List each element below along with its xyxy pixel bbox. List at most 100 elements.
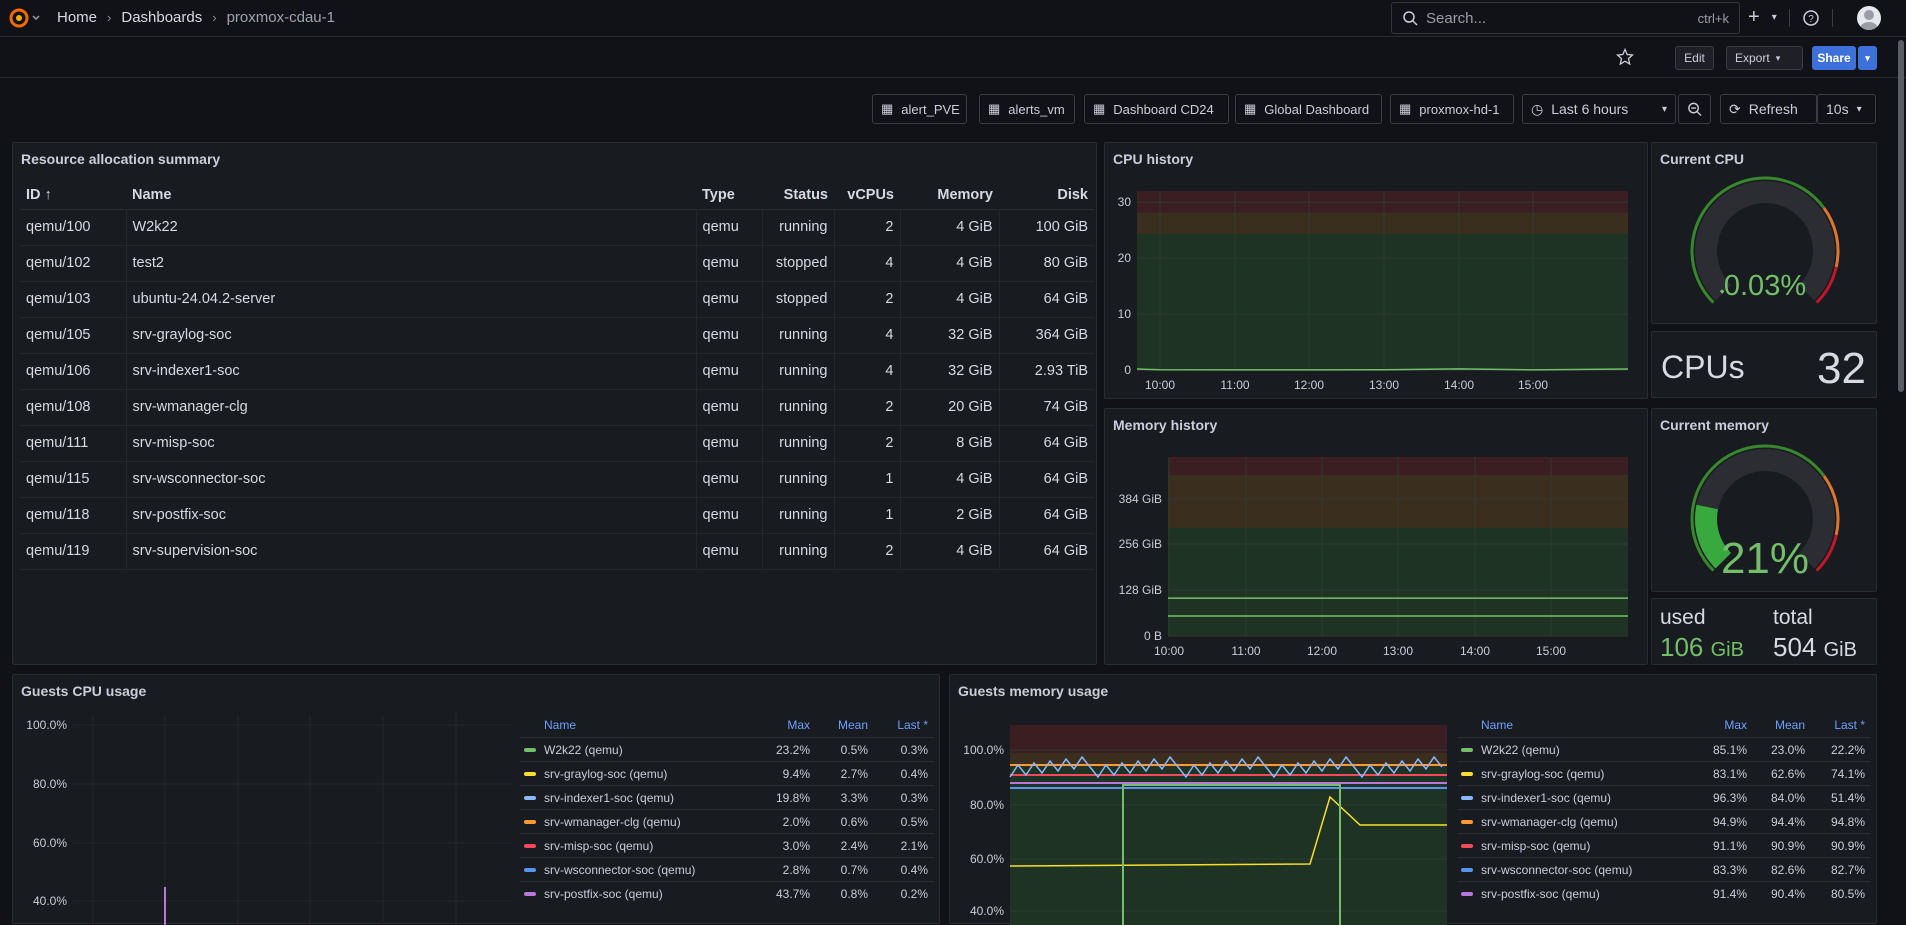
column-header-status[interactable]: Status bbox=[762, 181, 834, 210]
x-tick-label: 11:00 bbox=[1220, 378, 1249, 392]
legend-item[interactable]: W2k22 (qemu) 23.2% 0.5% 0.3% bbox=[520, 737, 934, 761]
series-line bbox=[1122, 784, 1341, 925]
y-tick-label: 60.0% bbox=[970, 852, 1004, 866]
legend-item[interactable]: srv-graylog-soc (qemu) 83.1% 62.6% 74.1% bbox=[1457, 761, 1871, 785]
cell-status: running bbox=[762, 425, 835, 462]
plus-icon[interactable]: + bbox=[1748, 6, 1760, 28]
star-icon[interactable] bbox=[1616, 48, 1634, 66]
cell-vcpus: 2 bbox=[834, 425, 901, 462]
series-name: srv-misp-soc (qemu) bbox=[1481, 838, 1591, 853]
legend-header-2[interactable]: Mean bbox=[1774, 718, 1805, 732]
cell-type: qemu bbox=[696, 353, 763, 390]
legend-header-2[interactable]: Mean bbox=[837, 718, 868, 732]
cpu-history-chart: 0 10 20 30 10:00 11:00 12:00 13:00 14:00 15:00 bbox=[1118, 191, 1629, 392]
y-tick-label: 0 B bbox=[1144, 629, 1162, 643]
link-proxmox-hd-1[interactable]: ▦ proxmox-hd-1 bbox=[1390, 94, 1514, 124]
current-cpu-panel: Current CPU 0.03% bbox=[1651, 142, 1877, 324]
series-max: 85.1% bbox=[1712, 742, 1747, 757]
chevron-down-icon[interactable]: ▾ bbox=[1771, 12, 1777, 23]
legend-item[interactable]: srv-misp-soc (qemu) 91.1% 90.9% 90.9% bbox=[1457, 833, 1871, 857]
column-header-type[interactable]: Type bbox=[696, 181, 762, 210]
cell-type: qemu bbox=[696, 245, 763, 282]
help-icon[interactable]: ? bbox=[1802, 9, 1820, 27]
legend-item[interactable]: srv-indexer1-soc (qemu) 96.3% 84.0% 51.4% bbox=[1457, 785, 1871, 809]
column-header-name[interactable]: Name bbox=[126, 181, 696, 210]
link-alert-pve[interactable]: ▦ alert_PVE bbox=[872, 94, 967, 124]
cell-id: qemu/119 bbox=[20, 533, 127, 570]
series-color-swatch bbox=[1461, 867, 1473, 872]
legend-header-1[interactable]: Max bbox=[1724, 718, 1747, 732]
gauge-threshold-red bbox=[1815, 266, 1838, 304]
legend-header-3[interactable]: Last * bbox=[897, 718, 928, 732]
series-max: 91.1% bbox=[1712, 838, 1747, 853]
y-tick-label: 100.0% bbox=[963, 743, 1004, 757]
legend-item[interactable]: srv-postfix-soc (qemu) 43.7% 0.8% 0.2% bbox=[520, 881, 934, 905]
link-dashboard-cd24[interactable]: ▦ Dashboard CD24 bbox=[1084, 94, 1229, 124]
cell-status: running bbox=[762, 389, 835, 426]
cell-type: qemu bbox=[696, 461, 763, 498]
legend-item[interactable]: srv-wmanager-clg (qemu) 94.9% 94.4% 94.8% bbox=[1457, 809, 1871, 833]
share-button[interactable]: Share bbox=[1812, 46, 1856, 70]
panel-title: CPU history bbox=[1113, 151, 1194, 167]
refresh-interval-picker[interactable]: 10s ▾ bbox=[1817, 94, 1876, 124]
grafana-logo-icon[interactable] bbox=[8, 6, 40, 33]
legend-item[interactable]: srv-indexer1-soc (qemu) 19.8% 3.3% 0.3% bbox=[520, 785, 934, 809]
column-header-disk[interactable]: Disk bbox=[999, 181, 1094, 210]
scrollbar[interactable] bbox=[1898, 40, 1904, 392]
series-color-swatch bbox=[1461, 819, 1473, 824]
cpu-gauge bbox=[1690, 176, 1840, 304]
memory-gauge bbox=[1690, 444, 1840, 572]
cell-memory: 4 GiB bbox=[900, 461, 1000, 498]
legend-item[interactable]: srv-wsconnector-soc (qemu) 2.8% 0.7% 0.4% bbox=[520, 857, 934, 881]
legend-item[interactable]: srv-wsconnector-soc (qemu) 83.3% 82.6% 82.7… bbox=[1457, 857, 1871, 881]
search-input[interactable]: Search... ctrl+k bbox=[1391, 2, 1740, 34]
column-header-vcpus[interactable]: vCPUs bbox=[834, 181, 900, 210]
legend-item[interactable]: srv-graylog-soc (qemu) 9.4% 2.7% 0.4% bbox=[520, 761, 934, 785]
cell-disk: 64 GiB bbox=[999, 533, 1094, 570]
export-button[interactable]: Export ▾ bbox=[1726, 46, 1803, 70]
link-global-dashboard[interactable]: ▦ Global Dashboard bbox=[1235, 94, 1382, 124]
y-tick-label: 30 bbox=[1118, 195, 1132, 209]
cell-type: qemu bbox=[696, 281, 763, 318]
series-mean: 0.5% bbox=[840, 742, 868, 757]
gauge-track bbox=[1695, 181, 1835, 301]
legend-item[interactable]: W2k22 (qemu) 85.1% 23.0% 22.2% bbox=[1457, 737, 1871, 761]
clock-icon: ◷ bbox=[1531, 100, 1544, 117]
breadcrumb-home[interactable]: Home bbox=[57, 9, 98, 26]
legend-header-0[interactable]: Name bbox=[544, 718, 577, 732]
legend-item[interactable]: srv-wmanager-clg (qemu) 2.0% 0.6% 0.5% bbox=[520, 809, 934, 833]
cell-name: ubuntu-24.04.2-server bbox=[126, 281, 697, 318]
cell-disk: 2.93 TiB bbox=[999, 353, 1094, 390]
share-menu-button[interactable]: ▾ bbox=[1858, 46, 1877, 70]
cell-memory: 4 GiB bbox=[900, 281, 1000, 318]
time-range-label: Last 6 hours bbox=[1551, 101, 1629, 117]
refresh-button[interactable]: ⟳ Refresh bbox=[1720, 94, 1817, 124]
series-max: 3.0% bbox=[782, 838, 810, 853]
table-row: qemu/118 srv-postfix-soc qemu running 1 2 GiB… bbox=[20, 497, 1094, 534]
time-range-picker[interactable]: ◷ Last 6 hours ▾ bbox=[1522, 94, 1676, 124]
cpus-value: 32 bbox=[1817, 344, 1866, 393]
apps-icon: ▦ bbox=[1244, 101, 1257, 116]
link-label: proxmox-hd-1 bbox=[1419, 101, 1500, 117]
legend-item[interactable]: srv-postfix-soc (qemu) 91.4% 90.4% 80.5% bbox=[1457, 881, 1871, 905]
link-alerts-vm[interactable]: ▦ alerts_vm bbox=[979, 94, 1075, 124]
legend-item[interactable]: srv-misp-soc (qemu) 3.0% 2.4% 2.1% bbox=[520, 833, 934, 857]
series-max: 83.1% bbox=[1712, 766, 1747, 781]
breadcrumb-dashboards[interactable]: Dashboards bbox=[121, 9, 203, 26]
avatar[interactable] bbox=[1857, 6, 1881, 30]
column-header-memory[interactable]: Memory bbox=[900, 181, 999, 210]
legend-header-0[interactable]: Name bbox=[1481, 718, 1514, 732]
cell-memory: 2 GiB bbox=[900, 497, 1000, 534]
x-tick-label: 12:00 bbox=[1294, 378, 1324, 392]
legend-header-3[interactable]: Last * bbox=[1834, 718, 1865, 732]
guests-cpu-chart: 40.0% 60.0% 80.0% 100.0% bbox=[26, 715, 513, 925]
column-header-id[interactable]: ID ↑ bbox=[20, 181, 126, 210]
cell-vcpus: 2 bbox=[834, 209, 901, 246]
svg-text:?: ? bbox=[1808, 14, 1814, 25]
edit-button[interactable]: Edit bbox=[1675, 46, 1714, 70]
apps-icon: ▦ bbox=[1399, 101, 1412, 116]
x-tick-label: 15:00 bbox=[1518, 378, 1548, 392]
zoom-out-button[interactable] bbox=[1678, 94, 1711, 124]
resource-table: ID ↑ Name Type Status vCPUs Memory Disk … bbox=[20, 181, 1094, 570]
legend-header-1[interactable]: Max bbox=[787, 718, 810, 732]
